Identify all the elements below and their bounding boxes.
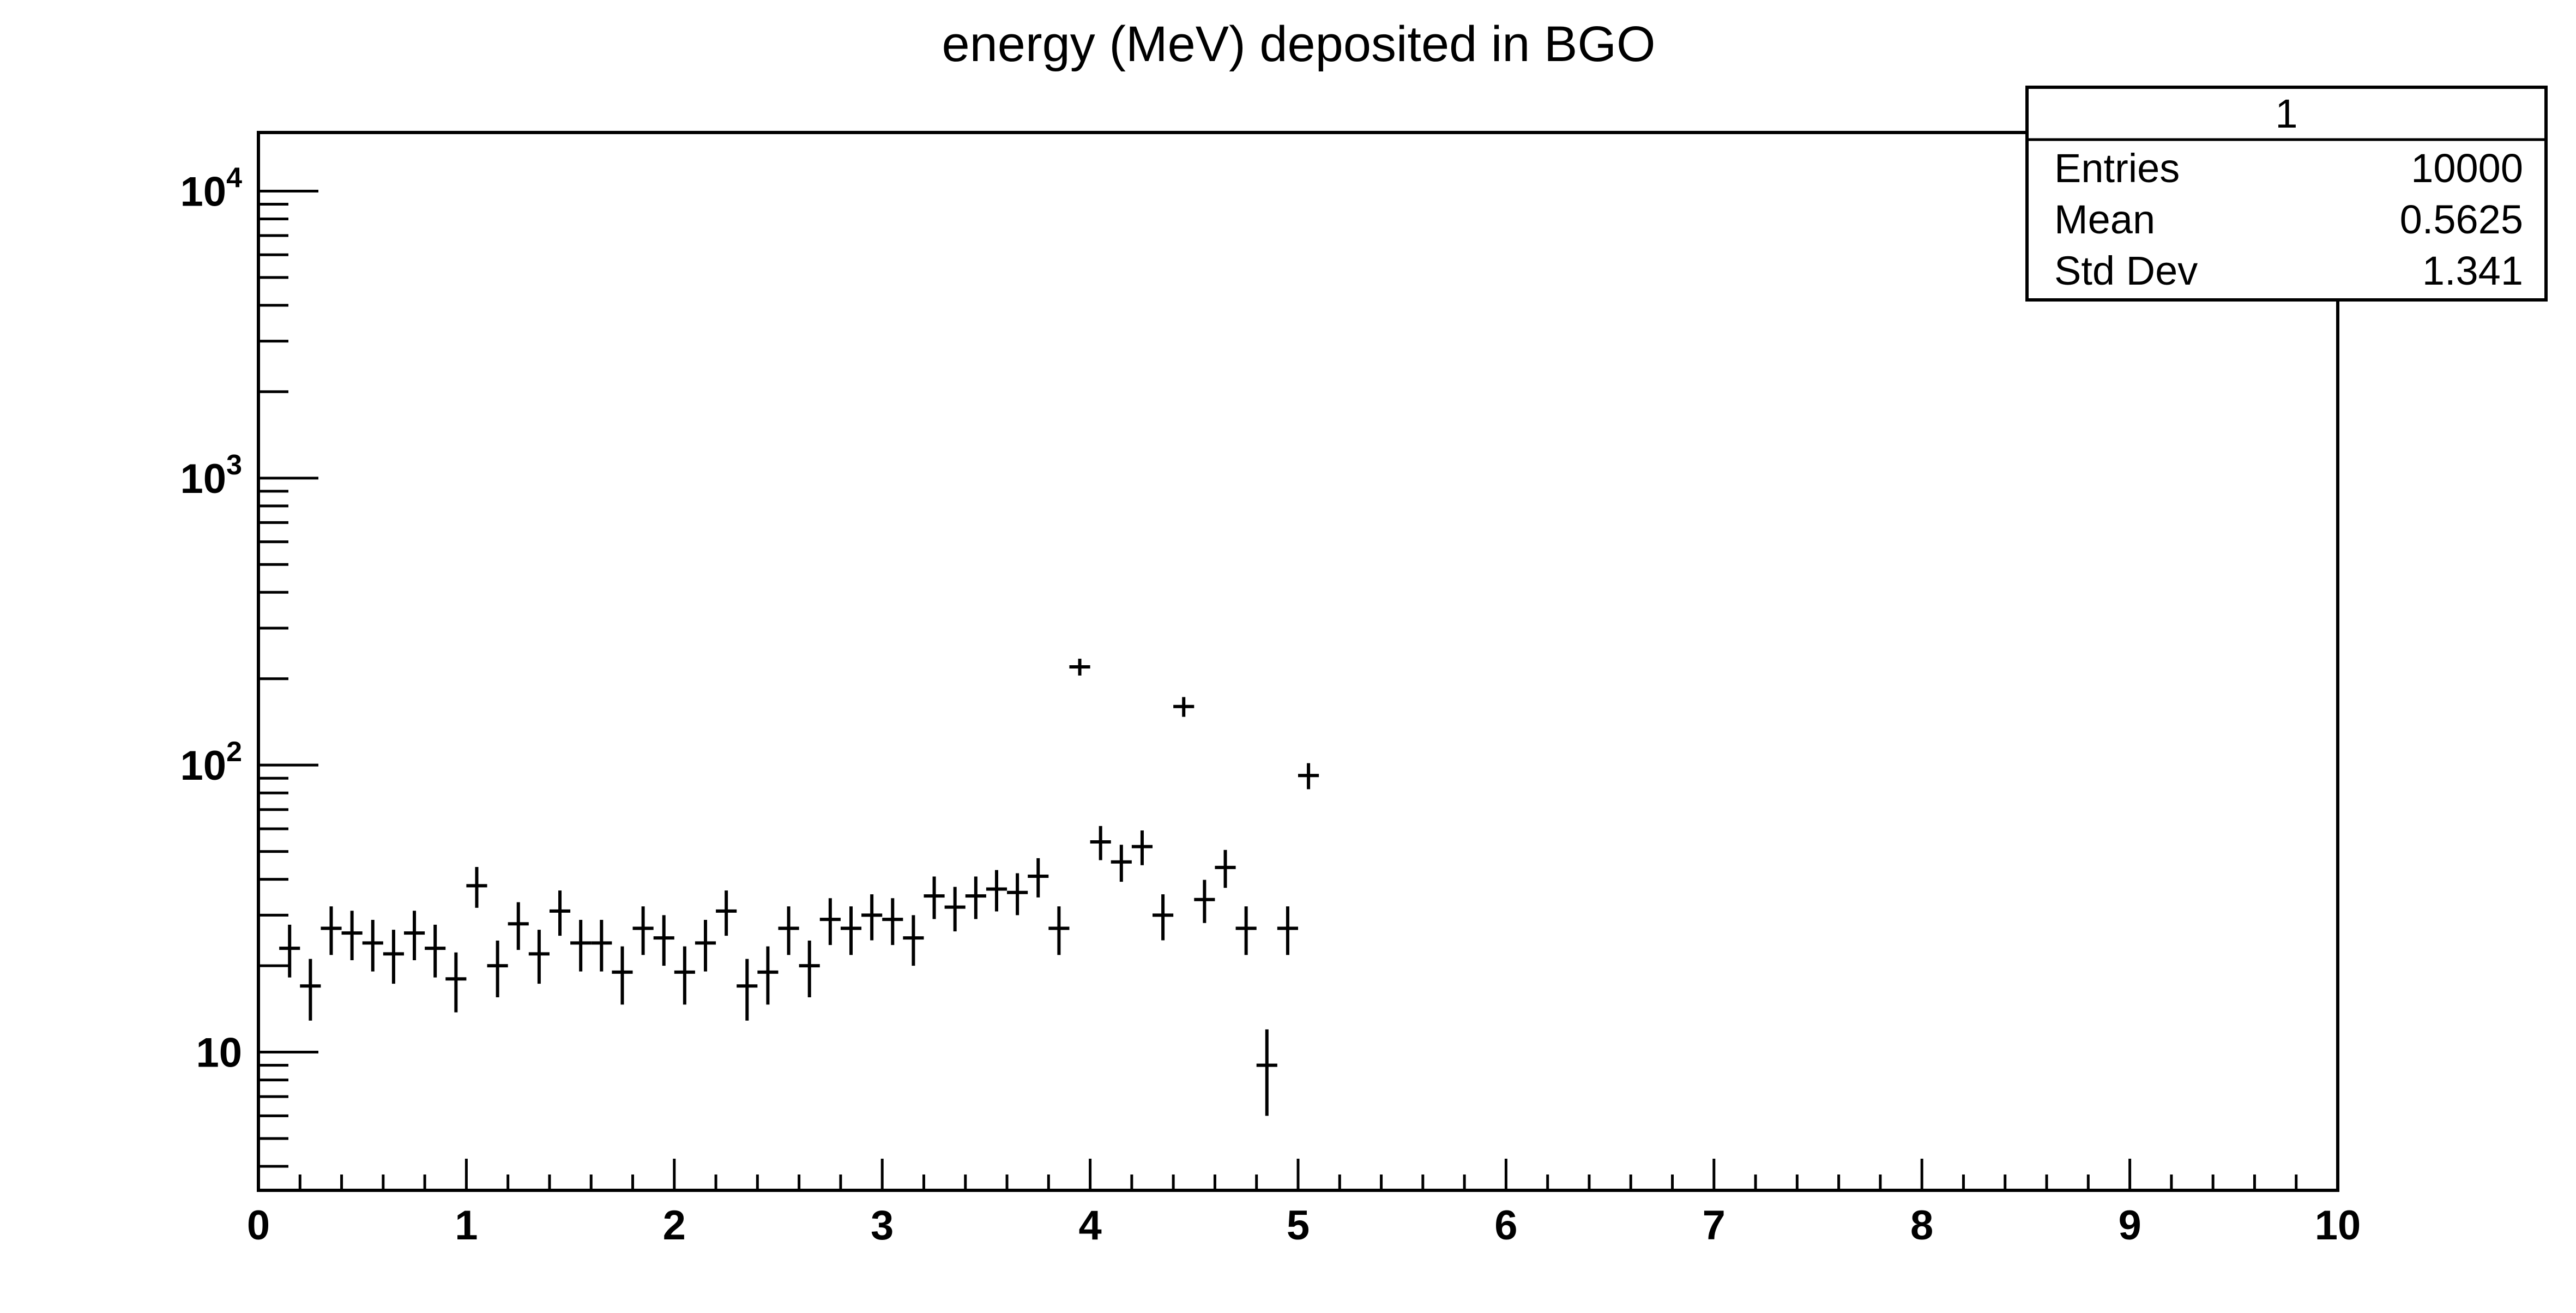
data-point (1153, 894, 1174, 941)
stats-entries-value: 10000 (2411, 146, 2523, 191)
x-axis: 0 1 2 3 4 5 6 7 8 9 10 (247, 1159, 2361, 1249)
data-point (612, 946, 633, 1005)
data-point (425, 924, 446, 978)
data-point (1007, 873, 1028, 916)
x-tick-label: 1 (455, 1202, 478, 1249)
data-point (986, 870, 1008, 912)
data-point (632, 906, 654, 955)
data-points (279, 659, 1319, 1116)
stats-box: 1 Entries 10000 Mean 0.5625 Std Dev 1.34… (2025, 86, 2548, 302)
x-tick-label: 9 (2118, 1202, 2141, 1249)
y-tick-label: 103 (180, 449, 242, 502)
data-point (1069, 659, 1090, 676)
data-point (1215, 850, 1236, 888)
data-point (445, 952, 467, 1013)
data-point (300, 959, 321, 1021)
x-tick-label: 8 (1910, 1202, 1933, 1249)
stats-box-frame (2025, 86, 2548, 302)
x-tick-label: 3 (871, 1202, 894, 1249)
data-point (549, 890, 571, 936)
y-tick-label: 10 (196, 1030, 242, 1076)
data-point (695, 919, 716, 972)
data-point (321, 906, 342, 955)
data-point (903, 915, 924, 966)
data-point (341, 911, 363, 961)
data-point (383, 930, 404, 984)
data-point (674, 946, 695, 1005)
data-point (279, 924, 300, 978)
data-point (1131, 830, 1153, 865)
data-point (1111, 845, 1132, 882)
data-point (924, 876, 945, 919)
stats-entries-label: Entries (2054, 146, 2180, 191)
data-point (487, 940, 508, 997)
x-tick-label: 6 (1494, 1202, 1517, 1249)
data-point (861, 894, 883, 941)
chart-title: energy (MeV) deposited in BGO (942, 16, 1655, 72)
data-point (591, 919, 612, 972)
data-point (757, 946, 779, 1005)
stats-stddev-value: 1.341 (2422, 248, 2523, 293)
data-point (944, 887, 966, 932)
x-tick-label: 0 (247, 1202, 270, 1249)
x-tick-label: 7 (1703, 1202, 1726, 1249)
x-tick-label: 2 (663, 1202, 686, 1249)
stats-box-title: 1 (2275, 91, 2297, 136)
x-tick-label: 5 (1287, 1202, 1310, 1249)
data-point (799, 940, 820, 997)
data-point (965, 876, 986, 919)
data-point (737, 959, 758, 1021)
data-point (1028, 858, 1049, 898)
data-point (1048, 906, 1070, 955)
data-point (778, 906, 799, 955)
y-axis: 10 102 103 104 (180, 162, 318, 1168)
stats-mean-label: Mean (2054, 197, 2155, 242)
data-point (1173, 697, 1195, 717)
data-point (362, 919, 383, 972)
stats-stddev-label: Std Dev (2054, 248, 2198, 293)
data-point (466, 867, 487, 908)
data-point (840, 906, 862, 955)
data-point (1298, 763, 1319, 790)
data-point (1235, 906, 1257, 955)
data-point (570, 919, 592, 972)
y-tick-label: 104 (180, 162, 243, 215)
data-point (653, 915, 674, 966)
data-point (403, 911, 425, 961)
data-point (1256, 1029, 1277, 1116)
data-point (1090, 826, 1111, 860)
x-tick-label: 10 (2315, 1202, 2361, 1249)
data-point (819, 898, 841, 945)
data-point (1194, 880, 1215, 923)
x-tick-label: 4 (1078, 1202, 1101, 1249)
data-point (1277, 906, 1298, 955)
data-point (716, 890, 737, 936)
data-point (508, 902, 529, 950)
data-point (528, 930, 550, 984)
data-point (882, 898, 903, 945)
y-tick-label: 102 (180, 736, 242, 789)
stats-mean-value: 0.5625 (2400, 197, 2523, 242)
